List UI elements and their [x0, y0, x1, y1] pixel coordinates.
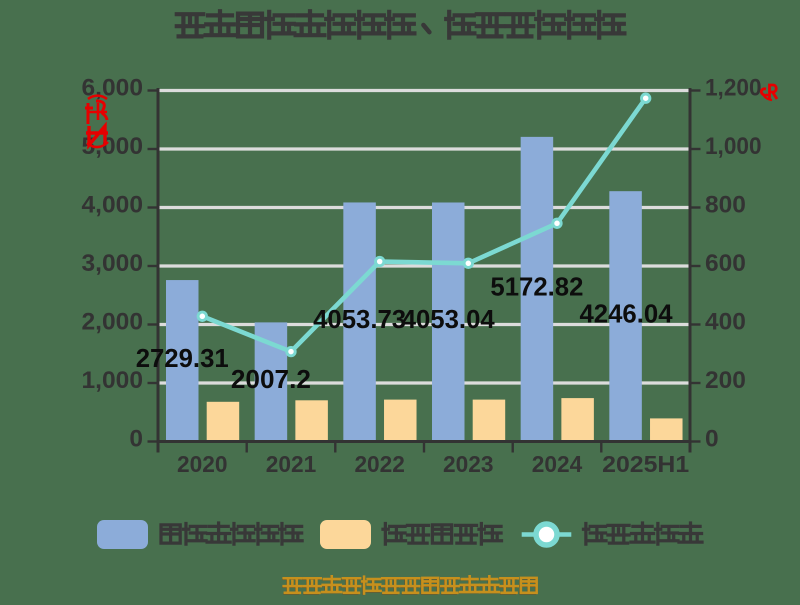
svg-text:0: 0	[129, 426, 143, 453]
svg-text:1,000: 1,000	[82, 367, 144, 394]
svg-text:4,000: 4,000	[82, 192, 144, 219]
svg-text:2,000: 2,000	[82, 309, 144, 336]
svg-text:0: 0	[705, 426, 719, 453]
svg-text:2020: 2020	[177, 451, 228, 477]
svg-text:2025H1: 2025H1	[602, 451, 689, 477]
svg-text:3,000: 3,000	[82, 250, 144, 277]
svg-text:400: 400	[705, 309, 746, 336]
svg-text:2024: 2024	[532, 451, 583, 477]
svg-text:1,200: 1,200	[705, 75, 762, 102]
svg-text:200: 200	[705, 367, 746, 394]
svg-text:2007.2: 2007.2	[231, 364, 311, 394]
svg-text:5172.82: 5172.82	[490, 271, 583, 301]
svg-text:600: 600	[705, 250, 746, 277]
svg-text:800: 800	[705, 192, 746, 219]
svg-text:4246.04: 4246.04	[580, 299, 674, 329]
svg-text:2729.31: 2729.31	[136, 343, 229, 373]
svg-text:2022: 2022	[354, 451, 405, 477]
svg-text:2023: 2023	[443, 451, 494, 477]
svg-text:4053.73: 4053.73	[313, 304, 406, 334]
svg-text:1,000: 1,000	[705, 133, 762, 160]
svg-text:2021: 2021	[266, 451, 317, 477]
svg-text:4053.04: 4053.04	[402, 304, 496, 334]
